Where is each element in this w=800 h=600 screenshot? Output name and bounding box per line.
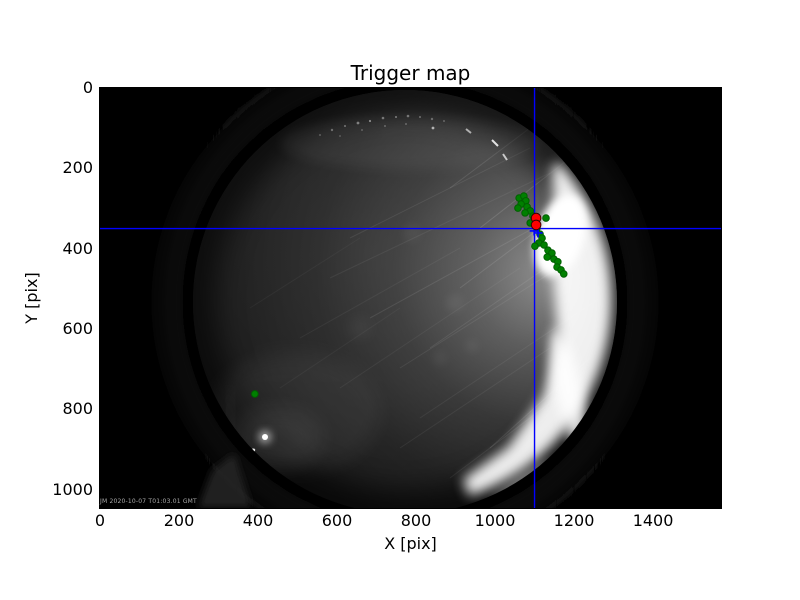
y-tick-label: 0 — [82, 78, 93, 97]
x-tick-label: 1000 — [474, 511, 516, 530]
trigger-points-marker — [514, 204, 522, 212]
trigger-points-marker — [543, 253, 551, 261]
y-tick-label: 200 — [62, 158, 93, 178]
selected-trigger-marker — [530, 219, 542, 231]
chart-title: Trigger map — [350, 61, 471, 85]
marker-overlay — [100, 88, 721, 508]
rim-dashes — [465, 128, 508, 161]
x-axis-label: X [pix] — [384, 534, 437, 553]
trigger-points-marker — [251, 390, 259, 398]
trigger-points-marker — [521, 209, 529, 217]
x-tick-label: 1400 — [632, 511, 674, 530]
wedge-artifact — [198, 454, 252, 508]
interior-glows — [210, 117, 540, 473]
trigger-points-marker — [542, 214, 550, 222]
y-tick-label: 1000 — [52, 479, 93, 499]
x-tick-label: 1200 — [553, 511, 595, 530]
trigger-points-marker — [540, 241, 548, 249]
scratch-texture — [249, 127, 601, 479]
pointer-cross-marker — [533, 228, 543, 238]
plot-area: JM 2020-10-07 T01:03.01 GMT — [99, 87, 722, 509]
y-tick-label: 800 — [62, 399, 93, 419]
x-tick-label: 0 — [94, 511, 106, 530]
trigger-map-canvas — [100, 88, 721, 508]
y-tick-label: 400 — [62, 238, 93, 258]
x-tick-label: 200 — [163, 511, 195, 530]
lens-outer-ring — [147, 88, 663, 508]
trigger-points-marker — [531, 242, 539, 251]
x-tick-label: 800 — [400, 511, 432, 530]
x-tick-label: 400 — [242, 511, 274, 530]
y-tick-label: 600 — [62, 318, 93, 338]
y-axis-label: Y [pix] — [22, 272, 41, 324]
fisheye-disk — [193, 90, 617, 508]
x-tick-label: 600 — [321, 511, 353, 530]
trigger-points-marker — [559, 270, 568, 278]
timestamp-watermark: JM 2020-10-07 T01:03.01 GMT — [100, 498, 197, 505]
